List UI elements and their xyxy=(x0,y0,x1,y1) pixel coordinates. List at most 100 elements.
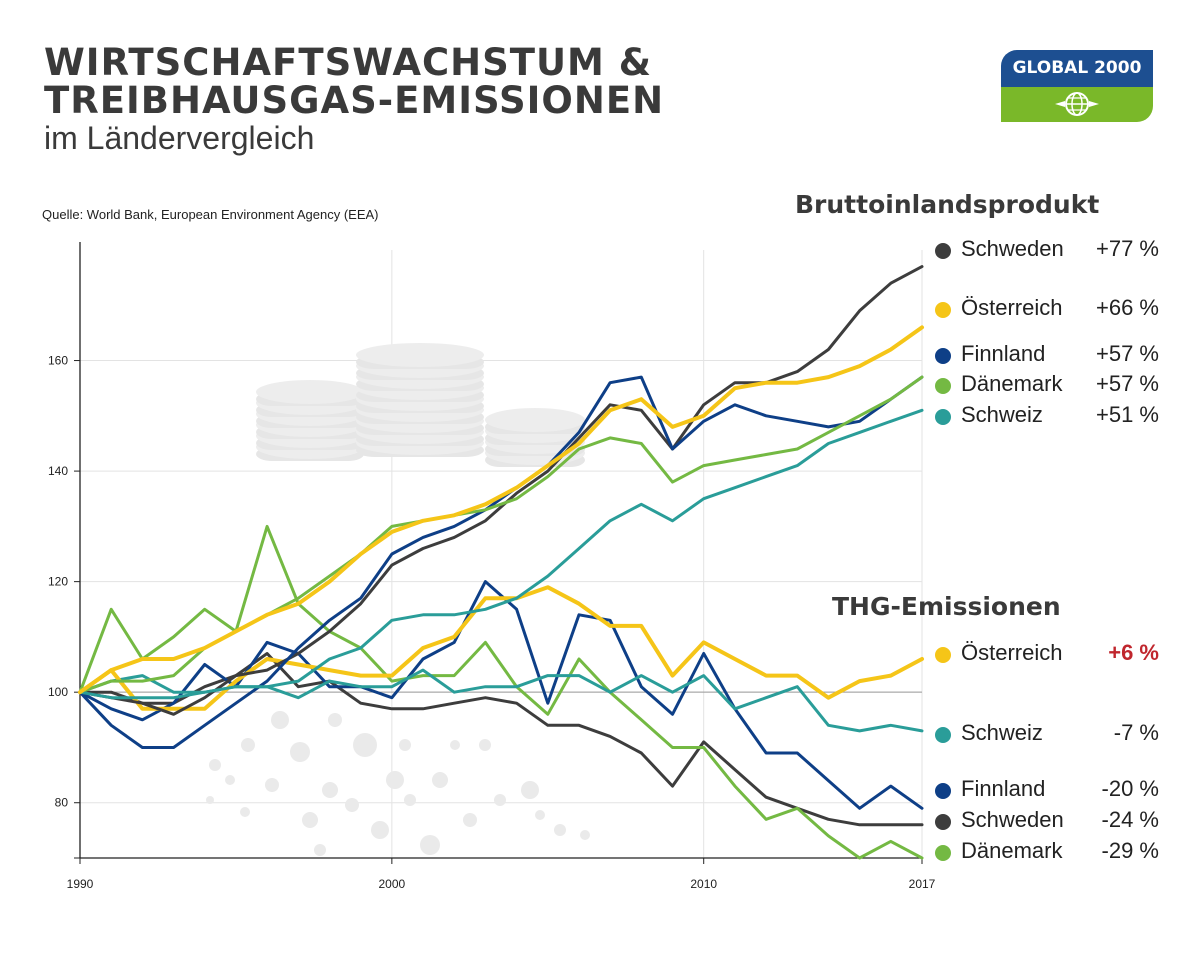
legend-value: -20 % xyxy=(1101,776,1159,801)
bubble xyxy=(240,807,250,817)
ghg-line-österreich xyxy=(78,585,924,711)
legend-country: Österreich xyxy=(961,295,1063,320)
chart-title: WIRTSCHAFTSWACHSTUM & TREIBHAUSGAS-EMISS… xyxy=(44,44,664,120)
globe-icon xyxy=(1055,92,1099,116)
background-illustration xyxy=(206,343,590,856)
ghg-section-title: THG-Emissionen xyxy=(832,592,1061,621)
gdp-series-lines xyxy=(78,265,924,749)
legend-dot xyxy=(935,378,951,394)
ghg-legend-item: Österreich +6 % xyxy=(935,640,1165,670)
gdp-legend-item: Österreich +66 % xyxy=(935,295,1165,325)
ghg-line-finnland xyxy=(78,580,924,810)
bubble xyxy=(432,772,448,788)
legend-country: Schweiz xyxy=(961,720,1043,745)
legend-country: Schweden xyxy=(961,807,1064,832)
legend-value: -24 % xyxy=(1101,807,1159,832)
gdp-line-österreich xyxy=(78,325,924,695)
title-line-2: TREIBHAUSGAS-EMISSIONEN xyxy=(44,79,665,122)
chart-subtitle: im Ländervergleich xyxy=(44,120,315,156)
bubble xyxy=(265,778,279,792)
gdp-legend-item: Finnland +57 % xyxy=(935,341,1165,371)
bubble xyxy=(535,810,545,820)
gdp-legend-item: Schweiz +51 % xyxy=(935,402,1165,432)
bubble xyxy=(420,835,440,855)
axes: 80 100 120 140 160 1990 2000 2010 2017 xyxy=(48,242,936,891)
legend-dot xyxy=(935,783,951,799)
bubble xyxy=(494,794,506,806)
gdp-legend-item: Schweden +77 % xyxy=(935,236,1165,266)
legend-value: +57 % xyxy=(1096,341,1159,366)
legend-dot xyxy=(935,845,951,861)
x-tick-label: 2017 xyxy=(909,877,936,891)
bubble xyxy=(353,733,377,757)
legend-value: -7 % xyxy=(1113,720,1159,745)
ghg-legend-item: Dänemark -29 % xyxy=(935,838,1165,868)
coin-top xyxy=(356,343,484,367)
legend-country: Finnland xyxy=(961,776,1046,801)
y-tick-label: 160 xyxy=(48,354,68,368)
gdp-section-title: Bruttoinlandsprodukt xyxy=(795,190,1100,219)
bubble xyxy=(386,771,404,789)
bubble xyxy=(450,740,460,750)
legend-value: -29 % xyxy=(1101,838,1159,863)
legend-value-positive: +6 % xyxy=(1108,640,1159,665)
bubble xyxy=(314,844,326,856)
gdp-line-finnland xyxy=(78,375,924,749)
y-tick-label: 120 xyxy=(48,575,68,589)
ghg-line-dänemark xyxy=(78,524,924,860)
x-tick-label: 2000 xyxy=(379,877,406,891)
legend-dot xyxy=(935,814,951,830)
bubble xyxy=(241,738,255,752)
bubble xyxy=(371,821,389,839)
bubble xyxy=(463,813,477,827)
coin-top xyxy=(485,408,585,432)
bubble xyxy=(328,713,342,727)
source-note: Quelle: World Bank, European Environment… xyxy=(42,207,379,222)
bubble xyxy=(290,742,310,762)
legend-country: Finnland xyxy=(961,341,1046,366)
bubble xyxy=(404,794,416,806)
ghg-line-schweden xyxy=(78,652,924,827)
coin-top xyxy=(256,380,364,404)
global2000-logo: GLOBAL 2000 xyxy=(1001,50,1153,122)
legend-dot xyxy=(935,409,951,425)
legend-dot xyxy=(935,243,951,259)
legend-value: +66 % xyxy=(1096,295,1159,320)
bubble xyxy=(206,796,214,804)
bubble xyxy=(302,812,318,828)
legend-dot xyxy=(935,302,951,318)
legend-dot xyxy=(935,727,951,743)
y-tick-label: 140 xyxy=(48,464,68,478)
bubble xyxy=(479,739,491,751)
bubble xyxy=(521,781,539,799)
logo-top-band xyxy=(1001,50,1153,87)
legend-country: Österreich xyxy=(961,640,1063,665)
legend-country: Dänemark xyxy=(961,838,1063,863)
gdp-legend-item: Dänemark +57 % xyxy=(935,371,1165,401)
gdp-line-schweden xyxy=(78,265,924,716)
logo-text: GLOBAL 2000 xyxy=(1012,58,1142,78)
ghg-legend-item: Schweden -24 % xyxy=(935,807,1165,837)
y-tick-label: 100 xyxy=(48,685,68,699)
x-tick-label: 2010 xyxy=(690,877,717,891)
legend-country: Schweiz xyxy=(961,402,1043,427)
bubble xyxy=(345,798,359,812)
legend-dot xyxy=(935,348,951,364)
legend-country: Schweden xyxy=(961,236,1064,261)
legend-value: +77 % xyxy=(1096,236,1159,261)
ghg-legend-item: Schweiz -7 % xyxy=(935,720,1165,750)
x-tick-label: 1990 xyxy=(67,877,94,891)
legend-value: +57 % xyxy=(1096,371,1159,396)
legend-dot xyxy=(935,647,951,663)
bubble xyxy=(580,830,590,840)
legend-country: Dänemark xyxy=(961,371,1063,396)
bubble xyxy=(271,711,289,729)
bubble xyxy=(225,775,235,785)
ghg-legend-item: Finnland -20 % xyxy=(935,776,1165,806)
bubble xyxy=(209,759,221,771)
title-line-1: WIRTSCHAFTSWACHSTUM & xyxy=(44,41,653,84)
bubble xyxy=(554,824,566,836)
gridlines xyxy=(80,250,923,858)
bubble xyxy=(322,782,338,798)
